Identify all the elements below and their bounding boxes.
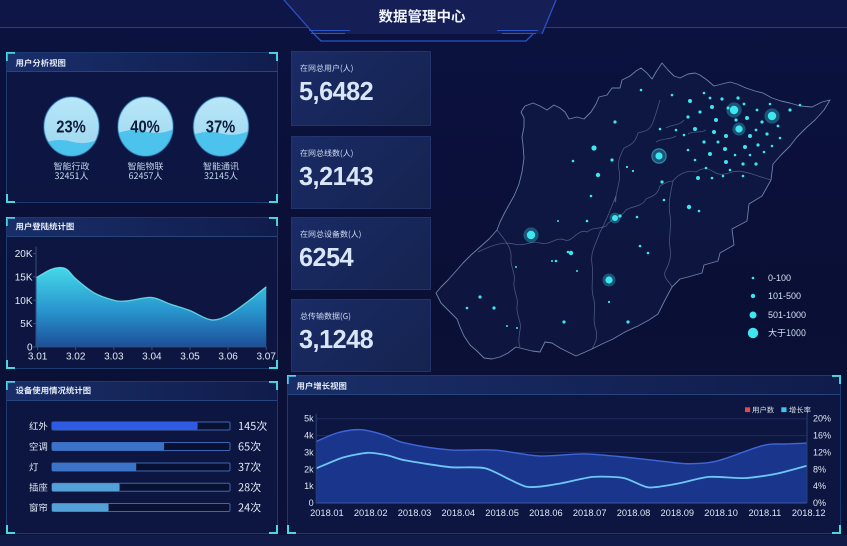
svg-text:1k: 1k: [304, 481, 314, 491]
svg-text:2018.05: 2018.05: [485, 508, 519, 518]
svg-text:2018.09: 2018.09: [660, 508, 694, 518]
svg-text:0: 0: [27, 342, 33, 353]
svg-text:12%: 12%: [813, 447, 831, 457]
svg-text:2018.02: 2018.02: [354, 508, 388, 518]
svg-text:4k: 4k: [304, 431, 314, 441]
svg-text:20K: 20K: [15, 249, 33, 260]
svg-text:3.02: 3.02: [66, 351, 86, 362]
svg-text:2018.10: 2018.10: [704, 508, 738, 518]
svg-text:37%: 37%: [206, 116, 236, 136]
svg-text:0%: 0%: [813, 498, 826, 508]
svg-text:2k: 2k: [304, 464, 314, 474]
svg-text:3.07: 3.07: [256, 351, 276, 362]
svg-text:2018.12: 2018.12: [792, 508, 826, 518]
svg-text:3.05: 3.05: [180, 351, 200, 362]
svg-text:3.04: 3.04: [142, 351, 162, 362]
svg-text:23%: 23%: [56, 116, 86, 136]
svg-text:4%: 4%: [813, 481, 826, 491]
svg-text:16%: 16%: [813, 431, 831, 441]
svg-text:40%: 40%: [130, 116, 160, 136]
svg-text:2018.01: 2018.01: [310, 508, 344, 518]
svg-text:0: 0: [309, 498, 314, 508]
svg-text:101-500: 101-500: [768, 291, 801, 301]
svg-text:2018.08: 2018.08: [617, 508, 651, 518]
svg-text:3.01: 3.01: [28, 351, 48, 362]
svg-text:2018.07: 2018.07: [573, 508, 607, 518]
svg-text:10K: 10K: [15, 296, 33, 307]
svg-text:20%: 20%: [813, 414, 831, 424]
svg-text:2018.06: 2018.06: [529, 508, 563, 518]
svg-text:2018.03: 2018.03: [398, 508, 432, 518]
svg-text:2018.11: 2018.11: [748, 508, 781, 518]
svg-text:3.03: 3.03: [104, 351, 124, 362]
svg-text:15K: 15K: [15, 272, 33, 283]
svg-text:5k: 5k: [304, 414, 314, 424]
svg-text:3.06: 3.06: [218, 351, 238, 362]
svg-text:3k: 3k: [304, 447, 314, 457]
svg-text:0-100: 0-100: [768, 273, 791, 283]
svg-text:5K: 5K: [20, 319, 33, 330]
svg-text:501-1000: 501-1000: [768, 310, 806, 320]
svg-text:8%: 8%: [813, 464, 826, 474]
svg-text:2018.04: 2018.04: [441, 508, 475, 518]
